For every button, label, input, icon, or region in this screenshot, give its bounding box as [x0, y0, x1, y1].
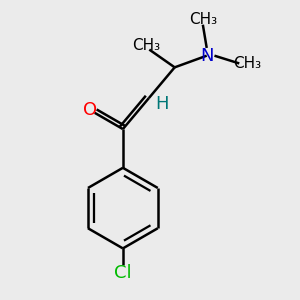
- Text: CH₃: CH₃: [233, 56, 261, 71]
- Text: N: N: [200, 47, 214, 65]
- Text: O: O: [83, 101, 97, 119]
- Text: H: H: [155, 95, 169, 113]
- Text: Cl: Cl: [114, 264, 132, 282]
- Text: CH₃: CH₃: [132, 38, 160, 53]
- Text: CH₃: CH₃: [189, 12, 217, 27]
